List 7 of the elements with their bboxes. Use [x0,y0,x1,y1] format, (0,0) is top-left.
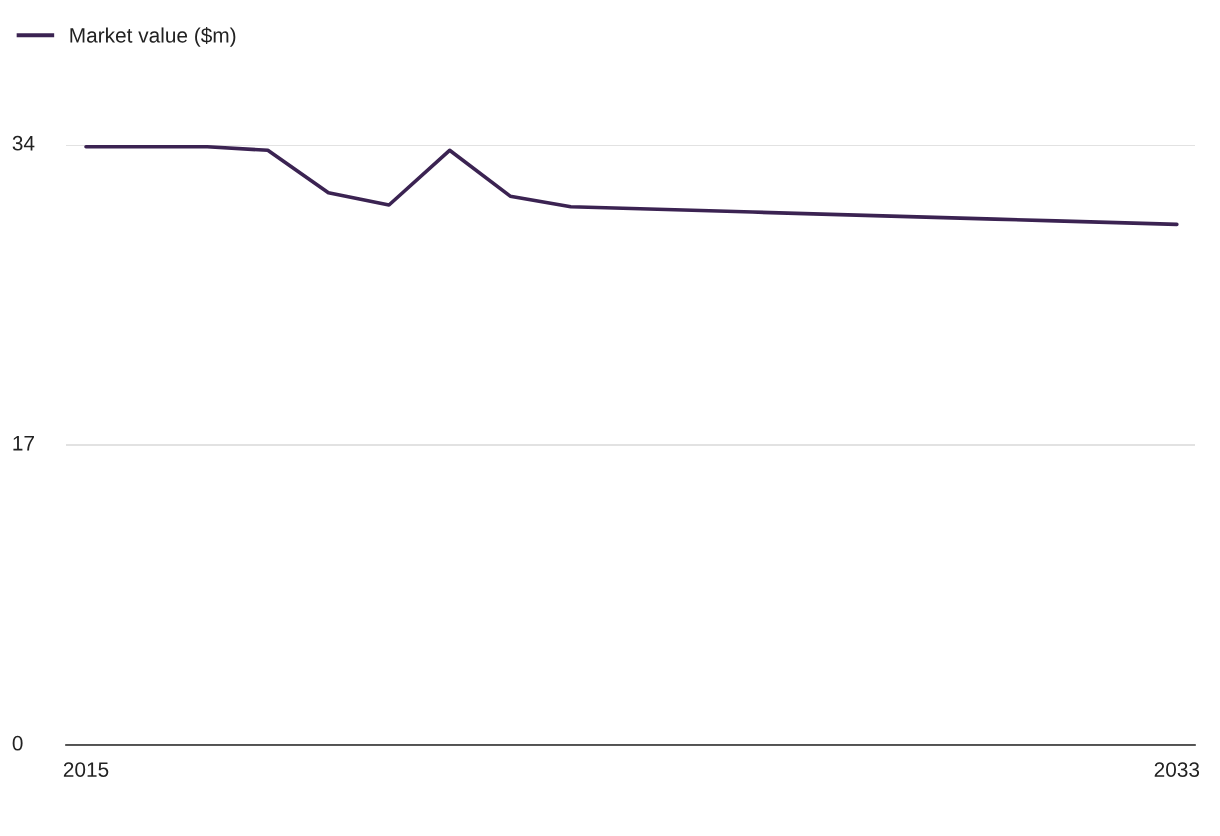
line-series [84,144,1179,227]
x-tick-label: 2033 [1154,762,1200,777]
y-tick-label: 17 [13,436,34,451]
y-tick-label: 34 [12,135,35,151]
x-tick-label: 2015 [63,762,109,777]
legend-label: Market value ($m) [70,27,236,47]
y-tick-label: 0 [12,735,23,751]
